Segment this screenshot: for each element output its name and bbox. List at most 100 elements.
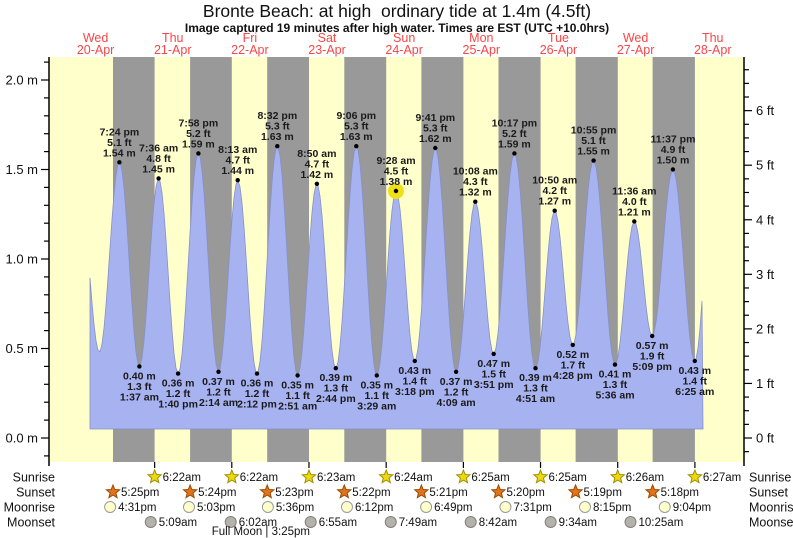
tide-label-line: 1.38 m xyxy=(380,176,413,188)
day-name-label: Thu xyxy=(162,31,184,45)
tide-point xyxy=(196,151,201,156)
row-label-left: Moonrise xyxy=(4,501,55,515)
tide-label-line: 1.27 m xyxy=(538,196,571,208)
day-name-label: Sun xyxy=(393,31,415,45)
right-axis-label: 2 ft xyxy=(756,321,774,336)
tide-label-line: 1.7 ft xyxy=(561,359,586,371)
sun-moon-time: 5:18pm xyxy=(661,487,699,499)
tide-label-line: 1.4 ft xyxy=(683,376,708,388)
low-tide-label: 0.43 m1.4 ft6:25 am xyxy=(675,365,714,398)
tide-label-line: 5.3 ft xyxy=(265,121,290,133)
sun-moon-time: 6:27am xyxy=(703,472,741,484)
tide-point xyxy=(670,167,676,172)
sun-moon-time: 6:12pm xyxy=(355,502,393,514)
tide-label-line: 7:36 am xyxy=(139,142,178,154)
tide-label-line: 1.4 ft xyxy=(403,376,428,388)
tide-label-line: 4.2 ft xyxy=(542,185,567,197)
tide-label-line: 0.52 m xyxy=(556,349,589,361)
tide-point xyxy=(374,373,379,378)
sunrise-star-icon xyxy=(687,468,703,484)
low-tide-label: 0.52 m1.7 ft4:28 pm xyxy=(553,349,593,382)
tide-label-line: 1.42 m xyxy=(301,169,334,181)
moonset-icon xyxy=(224,516,237,528)
sun-moon-time: 9:04pm xyxy=(673,502,711,514)
row-label-left: Sunrise xyxy=(13,471,55,485)
low-tide-label: 0.36 m1.2 ft1:40 pm xyxy=(158,378,198,411)
sun-moon-time: 7:49am xyxy=(399,517,437,529)
sun-moon-time: 6:25am xyxy=(549,472,587,484)
tide-label-line: 1.3 ft xyxy=(603,379,628,391)
tide-label-line: 1.44 m xyxy=(221,165,254,177)
sunrise-star-icon xyxy=(532,468,549,484)
tide-point xyxy=(650,333,655,339)
tide-point xyxy=(137,364,142,369)
low-tide-label: 0.57 m1.9 ft5:09 pm xyxy=(632,340,672,373)
tide-point xyxy=(354,144,359,149)
low-tide-label: 0.35 m1.1 ft2:51 am xyxy=(278,379,317,412)
tide-point xyxy=(156,176,161,181)
tide-label-line: 4:28 pm xyxy=(553,370,593,382)
tide-label-line: 5.1 ft xyxy=(107,137,132,149)
high-tide-label: 8:50 am4.7 ft1.42 m xyxy=(297,148,336,181)
day-date-label: 20-Apr xyxy=(77,43,115,57)
tide-label-line: 11:37 pm xyxy=(650,134,695,146)
sun-moon-time: 6:25am xyxy=(471,472,509,484)
tide-label-line: 3:29 am xyxy=(357,400,396,412)
sun-moon-time: 6:49pm xyxy=(434,502,472,514)
sunrise-star-icon xyxy=(301,468,317,484)
tide-label-line: 9:41 pm xyxy=(415,112,455,124)
left-axis-label: 2.0 m xyxy=(5,73,38,88)
moon-phase-label: Full Moon | 3:25pm xyxy=(212,526,310,538)
day-date-label: 21-Apr xyxy=(154,43,192,57)
high-tide-label: 10:55 pm5.1 ft1.55 m xyxy=(571,125,617,158)
tide-point xyxy=(235,178,240,183)
sunset-star-icon xyxy=(336,483,353,499)
tide-label-line: 1.3 ft xyxy=(127,381,152,393)
moonrise-icon xyxy=(182,501,195,513)
moonset-icon xyxy=(144,516,157,528)
sun-moon-time: 5:03pm xyxy=(197,502,235,514)
tide-point xyxy=(393,188,399,194)
sun-moon-time: 5:19pm xyxy=(584,487,622,499)
sunrise-star-icon xyxy=(223,468,240,484)
sun-moon-time: 6:55am xyxy=(319,517,357,529)
tide-label-line: 10:55 pm xyxy=(571,125,617,137)
tide-point xyxy=(216,369,221,374)
left-axis-label: 1.0 m xyxy=(5,252,38,267)
tide-label-line: 5.3 ft xyxy=(344,121,369,133)
tide-label-line: 8:32 pm xyxy=(257,110,297,122)
low-tide-label: 0.47 m1.5 ft3:51 pm xyxy=(474,358,514,391)
tide-label-line: 0.40 m xyxy=(123,370,156,382)
tide-label-line: 8:13 am xyxy=(218,144,257,156)
tide-label-line: 9:06 pm xyxy=(336,110,376,122)
left-axis-label: 1.5 m xyxy=(5,162,38,177)
row-label-left: Sunset xyxy=(16,486,55,500)
tide-label-line: 7:24 pm xyxy=(100,126,140,138)
tide-label-line: 1.63 m xyxy=(340,131,373,143)
tide-label-line: 4:09 am xyxy=(437,397,476,409)
moonset-icon xyxy=(464,516,477,528)
tide-label-line: 1.3 ft xyxy=(324,383,349,395)
high-tide-label: 10:17 pm5.2 ft1.59 m xyxy=(492,117,538,150)
sunrise-star-icon xyxy=(455,468,472,484)
tide-label-line: 0.37 m xyxy=(202,376,235,388)
tide-label-line: 4.7 ft xyxy=(225,155,250,167)
low-tide-label: 0.37 m1.2 ft2:14 am xyxy=(199,376,238,409)
tide-label-line: 1.1 ft xyxy=(365,390,390,402)
sunset-star-icon xyxy=(105,483,121,499)
sun-moon-time: 6:22am xyxy=(240,472,278,484)
sun-moon-time: 5:25pm xyxy=(121,487,159,499)
row-label-right: Moonset xyxy=(749,516,793,530)
tide-label-line: 1.50 m xyxy=(657,155,690,167)
tide-point xyxy=(175,371,181,376)
tide-point xyxy=(412,358,417,364)
tide-label-line: 1.59 m xyxy=(498,138,531,150)
sun-moon-time: 6:24am xyxy=(394,472,432,484)
tide-label-line: 1.45 m xyxy=(142,163,175,175)
moonrise-icon xyxy=(578,501,591,513)
tide-label-line: 2:12 pm xyxy=(237,399,277,411)
day-date-label: 24-Apr xyxy=(385,43,423,57)
tide-point xyxy=(254,371,260,376)
tide-label-line: 2:51 am xyxy=(278,400,317,412)
